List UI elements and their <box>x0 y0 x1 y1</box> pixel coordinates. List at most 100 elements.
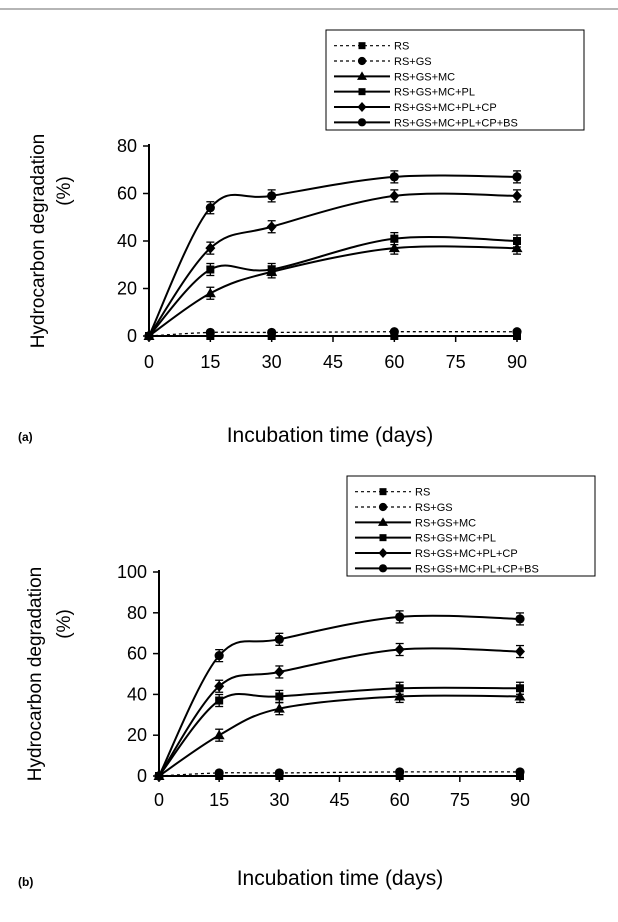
series-RS+GS+MC+PL+CP+BS <box>144 170 522 341</box>
series-RS+GS+MC+PL+CP <box>144 189 522 342</box>
data-point <box>205 203 215 213</box>
data-point <box>389 190 400 202</box>
legend-label: RS+GS+MC <box>394 71 455 83</box>
data-point <box>516 684 524 693</box>
legend-label: RS <box>394 41 409 53</box>
y-tick-label: 0 <box>127 326 137 346</box>
data-point <box>267 191 277 201</box>
data-point <box>515 767 525 777</box>
data-point <box>215 696 224 705</box>
data-point <box>144 331 154 341</box>
series-RS+GS+MC+PL+CP <box>154 642 525 782</box>
data-point <box>266 221 277 233</box>
legend-label: RS+GS+MC+PL <box>415 533 496 545</box>
y-tick-label: 20 <box>117 279 137 299</box>
legend-marker <box>378 517 388 526</box>
y-tick-label: 0 <box>137 766 147 786</box>
y-tick-label: 40 <box>117 231 137 251</box>
x-tick-label: 30 <box>262 352 282 372</box>
series-line <box>158 694 521 777</box>
y-tick-label: 100 <box>117 562 147 582</box>
y-axis-label: Hydrocarbon degradation <box>25 567 46 781</box>
x-tick-label: 75 <box>450 790 470 810</box>
x-tick-label: 90 <box>507 352 527 372</box>
legend-marker <box>378 502 388 512</box>
legend: RS RS+GS RS+GS+MC RS+GS+MC+PL RS+GS+MC+PL+CP… <box>346 475 596 577</box>
legend-label: RS+GS <box>415 502 453 514</box>
data-point <box>515 646 525 658</box>
x-tick-label: 0 <box>144 352 154 372</box>
x-tick-label: 45 <box>329 790 349 810</box>
data-point <box>274 634 284 644</box>
legend-label: RS+GS <box>394 56 432 68</box>
y-axis-unit-label: (%) <box>54 176 75 206</box>
x-tick-label: 15 <box>209 790 229 810</box>
y-tick-label: 80 <box>127 603 147 623</box>
data-point <box>214 768 224 778</box>
data-point <box>213 729 225 740</box>
legend-marker <box>379 534 387 542</box>
y-tick-label: 40 <box>127 684 147 704</box>
data-point <box>514 690 526 701</box>
legend-marker <box>357 102 367 112</box>
top-divider <box>0 8 618 10</box>
legend-marker <box>379 488 387 496</box>
x-axis-label: Incubation time (days) <box>237 867 444 890</box>
y-tick-label: 60 <box>117 184 137 204</box>
legend-marker <box>358 42 366 50</box>
data-point <box>274 666 285 678</box>
data-point <box>388 242 400 253</box>
legend-box <box>325 29 585 131</box>
series-RS+GS+MC <box>153 689 526 780</box>
panel-label: (b) <box>18 875 33 889</box>
chart-panel-b: 0 20 40 60 80 100 0 15 30 45 60 75 90 Hydrocarbon deg… <box>18 475 596 890</box>
data-point <box>512 190 522 202</box>
y-axis-unit-label: (%) <box>54 609 75 639</box>
series-line <box>148 331 518 337</box>
series-RS+GS+MC <box>143 241 523 340</box>
legend: RS RS+GS RS+GS+MC RS+GS+MC+PL RS+GS+MC+PL+CP… <box>325 29 585 131</box>
series-RS+GS+MC+PL+CP+BS <box>154 610 525 781</box>
legend-marker <box>378 548 388 558</box>
data-point <box>214 651 224 661</box>
data-point <box>513 237 521 245</box>
series-line <box>158 686 521 777</box>
data-point <box>206 265 215 274</box>
data-point <box>205 327 215 338</box>
series-line <box>148 192 518 337</box>
x-tick-label: 75 <box>446 352 466 372</box>
y-tick-label: 20 <box>127 725 147 745</box>
data-point <box>395 684 404 693</box>
legend-label: RS+GS+MC+PL+CP+BS <box>394 117 518 129</box>
data-point <box>390 234 399 243</box>
series-RS+GS+MC+PL <box>155 681 524 780</box>
data-point <box>273 703 285 713</box>
data-point <box>395 612 405 622</box>
legend-label: RS+GS+MC+PL+CP <box>394 102 497 114</box>
x-tick-label: 90 <box>510 790 530 810</box>
series-line <box>148 245 518 337</box>
data-point <box>394 690 406 701</box>
legend-label: RS+GS+MC+PL+CP <box>415 548 518 560</box>
data-point <box>274 768 284 778</box>
legend-marker <box>357 71 367 80</box>
data-point <box>204 287 216 298</box>
legend-label: RS+GS+MC+PL <box>394 87 475 99</box>
data-point <box>205 242 216 254</box>
x-axis-label: Incubation time (days) <box>227 424 434 447</box>
data-point <box>512 172 522 182</box>
data-point <box>512 327 522 337</box>
legend-marker <box>357 118 367 127</box>
x-tick-label: 15 <box>200 352 220 372</box>
data-point <box>389 327 399 337</box>
legend-label: RS <box>415 487 430 499</box>
series-line <box>158 771 521 777</box>
series-RS+GS+MC+PL <box>145 231 521 340</box>
legend-label: RS+GS+MC+PL+CP+BS <box>415 563 539 575</box>
data-point <box>394 644 405 656</box>
x-tick-label: 30 <box>269 790 289 810</box>
legend-marker <box>358 88 366 96</box>
y-tick-label: 60 <box>127 644 147 664</box>
data-point <box>267 327 277 338</box>
